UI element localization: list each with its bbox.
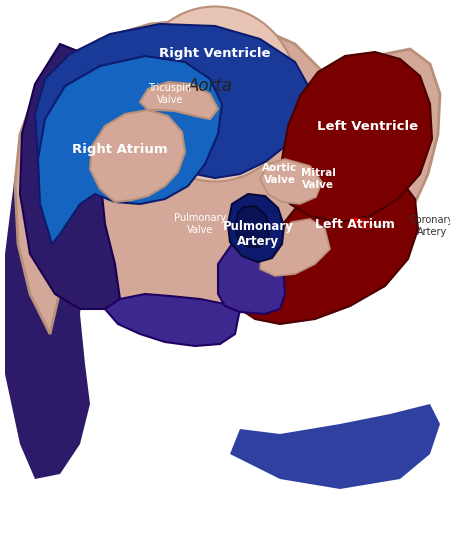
Text: Right Ventricle: Right Ventricle — [159, 48, 271, 60]
Polygon shape — [42, 72, 210, 234]
Text: Aorta: Aorta — [188, 77, 233, 95]
Text: Right Atrium: Right Atrium — [72, 143, 168, 155]
Text: Coronary
Artery: Coronary Artery — [410, 215, 450, 237]
Polygon shape — [260, 219, 330, 276]
Polygon shape — [282, 52, 432, 222]
Polygon shape — [230, 404, 440, 489]
Polygon shape — [38, 56, 222, 244]
Text: Left Atrium: Left Atrium — [315, 217, 395, 231]
Polygon shape — [260, 159, 322, 204]
Text: Pulmonary
Artery: Pulmonary Artery — [223, 220, 293, 248]
Polygon shape — [140, 82, 218, 119]
Ellipse shape — [350, 217, 360, 225]
Text: Left Ventricle: Left Ventricle — [317, 120, 419, 132]
Polygon shape — [228, 194, 284, 262]
Polygon shape — [20, 44, 120, 309]
Ellipse shape — [132, 6, 297, 182]
Polygon shape — [15, 19, 440, 334]
Polygon shape — [235, 206, 270, 247]
Polygon shape — [35, 24, 310, 194]
Text: Pulmonary
Valve: Pulmonary Valve — [174, 213, 226, 235]
Ellipse shape — [354, 217, 376, 231]
Text: Aortic
Valve: Aortic Valve — [262, 163, 297, 185]
Polygon shape — [5, 84, 100, 479]
Polygon shape — [240, 172, 418, 324]
Polygon shape — [218, 236, 285, 314]
Text: Mitral
Valve: Mitral Valve — [301, 168, 335, 190]
Polygon shape — [105, 294, 240, 346]
Polygon shape — [90, 110, 185, 202]
Text: Tricuspid
Valve: Tricuspid Valve — [148, 83, 192, 105]
